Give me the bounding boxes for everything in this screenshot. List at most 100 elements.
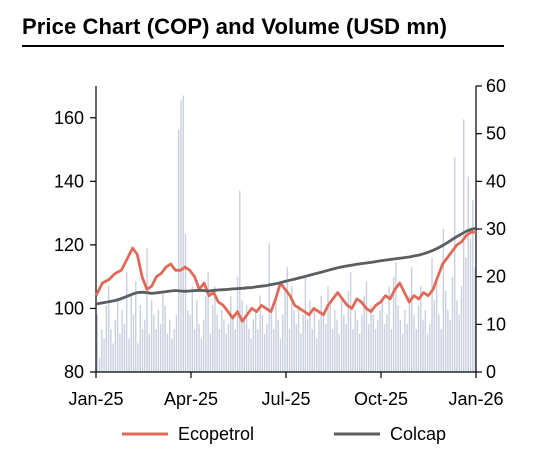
- volume-bar: [263, 333, 266, 372]
- left-tick-label: 100: [54, 298, 84, 318]
- volume-bar: [320, 295, 322, 372]
- volume-bar: [103, 338, 105, 372]
- volume-bar: [270, 310, 273, 372]
- volume-bar: [110, 329, 112, 372]
- series-lines: [94, 227, 477, 323]
- volume-bar: [218, 329, 221, 372]
- volume-bar: [232, 314, 234, 372]
- volume-bar: [241, 300, 243, 372]
- volume-bar: [377, 319, 379, 372]
- volume-bar: [157, 310, 160, 372]
- volume-bar: [365, 281, 368, 372]
- volume-bar: [399, 319, 402, 372]
- volume-bar: [168, 319, 171, 372]
- volume-bar: [225, 333, 227, 372]
- volume-bar: [277, 319, 279, 372]
- right-tick-label: 60: [486, 76, 506, 96]
- volume-bar: [361, 314, 363, 372]
- legend: Ecopetrol Colcap: [122, 424, 446, 444]
- volume-bar: [273, 329, 275, 372]
- volume-bar: [98, 357, 101, 372]
- volume-bar: [354, 310, 356, 372]
- volume-bar: [196, 300, 198, 372]
- volume-bar: [345, 324, 347, 372]
- volume-bar: [175, 314, 178, 372]
- volume-bar: [107, 286, 110, 372]
- volume-bar: [216, 314, 218, 372]
- volume-bar: [205, 295, 207, 372]
- volume-bar: [453, 157, 456, 372]
- volume-bar: [211, 305, 214, 372]
- volume-bar: [422, 319, 424, 372]
- left-tick-label: 120: [54, 235, 84, 255]
- volume-bar: [469, 238, 472, 372]
- volume-bar: [130, 295, 132, 372]
- volume-bar: [449, 319, 451, 372]
- volume-bar: [331, 329, 334, 372]
- volume-bar: [343, 314, 345, 372]
- volume-bar: [114, 319, 117, 372]
- volume-bar: [132, 314, 135, 372]
- volume-bar: [417, 305, 420, 372]
- volume-bar: [284, 290, 286, 372]
- volume-bar: [173, 329, 175, 372]
- ecopetrol-line: [94, 230, 476, 323]
- volume-bar: [401, 333, 404, 372]
- volume-bar: [128, 338, 130, 372]
- volume-bar: [137, 343, 139, 372]
- volume-bar: [184, 233, 187, 372]
- volume-bar: [368, 324, 370, 372]
- volume-bar: [250, 338, 252, 372]
- volume-bar: [279, 338, 282, 372]
- volume-bar: [230, 295, 232, 372]
- volume-bar: [458, 314, 460, 372]
- volume-bar: [381, 300, 383, 372]
- x-tick-label: Jan-25: [68, 389, 123, 409]
- volume-bar: [300, 333, 302, 372]
- volume-bar: [424, 310, 426, 372]
- volume-bar: [96, 314, 98, 372]
- volume-bar: [155, 329, 157, 372]
- colcap-line: [95, 227, 477, 306]
- right-tick-label: 10: [486, 314, 506, 334]
- volume-bar: [392, 276, 395, 372]
- volume-bar: [356, 319, 359, 372]
- volume-bar: [248, 329, 250, 372]
- volume-bar: [406, 324, 408, 372]
- volume-bar: [442, 229, 445, 372]
- volume-bar: [236, 276, 239, 372]
- volume-bar: [311, 329, 313, 372]
- volume-bar: [309, 300, 311, 372]
- volume-bar: [388, 286, 390, 372]
- volume-bar: [390, 329, 393, 372]
- volume-bar: [207, 271, 209, 372]
- x-tick-label: Apr-25: [164, 389, 218, 409]
- volume-bar: [340, 300, 343, 372]
- volume-bar: [451, 276, 454, 372]
- volume-bar: [252, 319, 255, 372]
- volume-bar: [254, 310, 257, 372]
- volume-bar: [189, 314, 191, 372]
- volume-bar: [261, 314, 264, 372]
- right-tick-label: 0: [486, 362, 496, 382]
- chart-title: Price Chart (COP) and Volume (USD mn): [22, 14, 448, 39]
- volume-bar: [159, 324, 162, 372]
- volume-bar: [302, 314, 304, 372]
- volume-bar: [164, 305, 166, 372]
- volume-bar: [334, 310, 336, 372]
- volume-bar: [374, 329, 377, 372]
- volume-bar: [291, 286, 293, 372]
- volume-bar: [336, 319, 338, 372]
- volume-bar: [180, 100, 182, 373]
- left-tick-label: 80: [64, 362, 84, 382]
- volume-bar: [295, 324, 298, 372]
- volume-bar: [234, 329, 236, 372]
- volume-bars: [96, 95, 476, 373]
- volume-bar: [144, 319, 146, 372]
- volume-bar: [202, 319, 205, 372]
- volume-bar: [304, 276, 307, 372]
- volume-bar: [397, 305, 399, 372]
- volume-bar: [440, 329, 442, 372]
- volume-bar: [447, 310, 449, 372]
- volume-bar: [105, 305, 108, 372]
